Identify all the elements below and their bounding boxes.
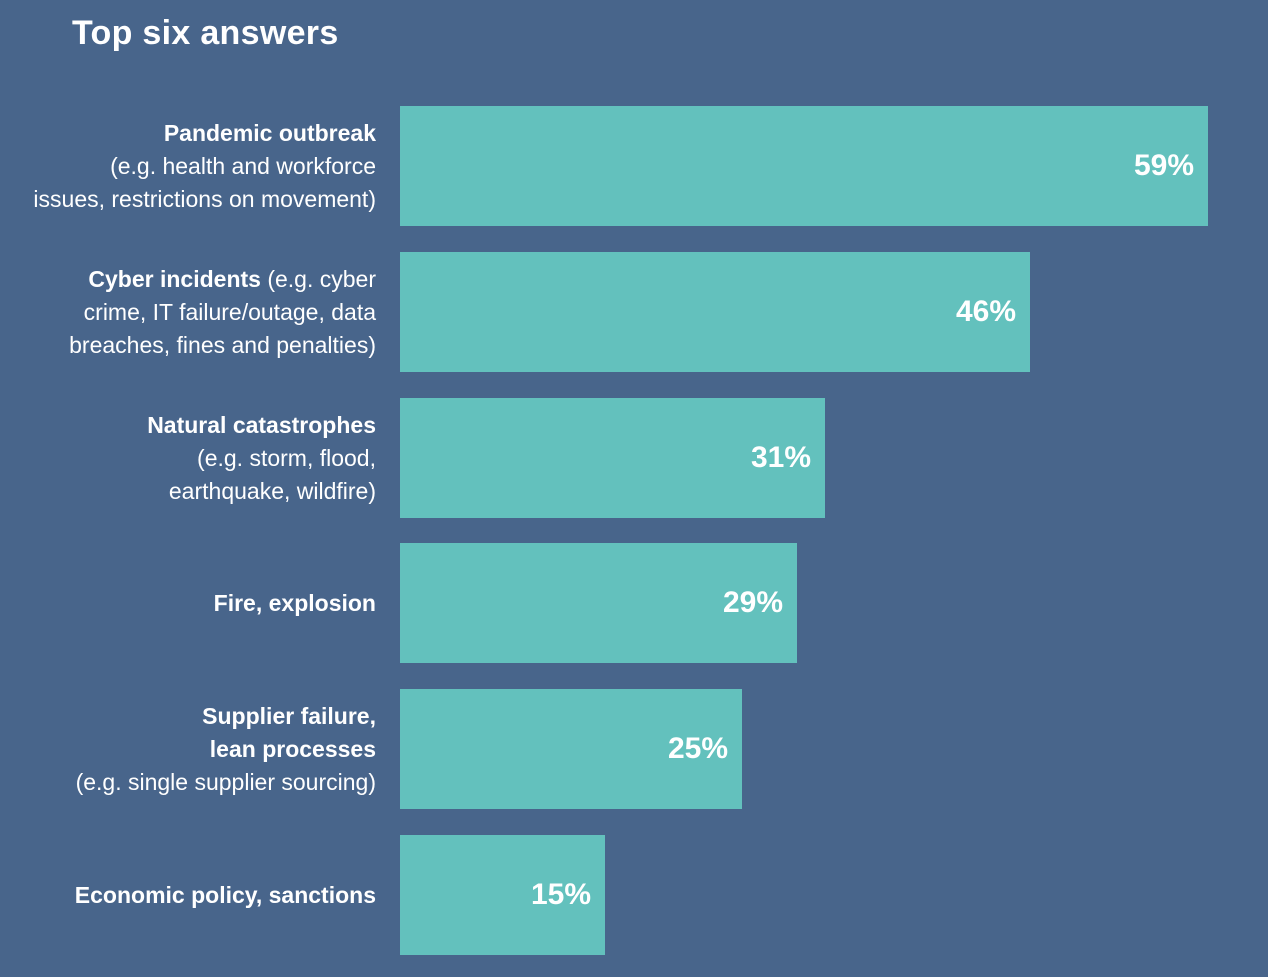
category-label-line: lean processes — [16, 733, 376, 766]
category-label-line: Natural catastrophes — [16, 409, 376, 442]
category-label-line: Cyber incidents (e.g. cyber — [16, 263, 376, 296]
category-label-text: earthquake, wildfire) — [168, 477, 376, 504]
category-label-text: Fire, explosion — [213, 589, 376, 616]
category-label-line: breaches, fines and penalties) — [16, 329, 376, 362]
category-label-text: Natural catastrophes — [147, 411, 376, 438]
category-label: Supplier failure, lean processes (e.g. sin… — [16, 689, 376, 809]
bar-value-label: 29% — [722, 586, 783, 619]
category-label: Fire, explosion — [16, 543, 376, 663]
category-label-text: crime, IT failure/outage, data — [83, 298, 376, 325]
category-label: Natural catastrophes (e.g. storm, flood, e… — [16, 398, 376, 518]
category-label: Pandemic outbreak (e.g. health and workfo… — [16, 106, 376, 226]
category-label-text: issues, restrictions on movement) — [33, 185, 376, 212]
category-label-line: (e.g. storm, flood, — [16, 442, 376, 475]
bar-value-label: 25% — [667, 732, 728, 765]
category-label-text: Pandemic outbreak — [163, 119, 376, 146]
bar: 31% — [400, 398, 825, 518]
category-label-line: crime, IT failure/outage, data — [16, 296, 376, 329]
category-label-line: (e.g. single supplier sourcing) — [16, 766, 376, 799]
category-label-text: Cyber incidents — [88, 265, 261, 292]
bar: 59% — [400, 106, 1208, 226]
category-label-text: Economic policy, sanctions — [74, 881, 376, 908]
bar-value-label: 46% — [955, 295, 1016, 328]
bar-value-label: 15% — [530, 878, 591, 911]
category-label-text: (e.g. storm, flood, — [197, 444, 376, 471]
category-label-text: (e.g. single supplier sourcing) — [75, 768, 376, 795]
bar: 15% — [400, 835, 605, 955]
category-label-text: (e.g. health and workforce — [110, 152, 376, 179]
category-label-line: earthquake, wildfire) — [16, 475, 376, 508]
bar: 29% — [400, 543, 797, 663]
category-label-suffix: (e.g. cyber — [260, 265, 376, 292]
category-label-text: breaches, fines and penalties) — [69, 331, 376, 358]
bar: 46% — [400, 252, 1030, 372]
category-label-line: Pandemic outbreak — [16, 117, 376, 150]
category-label: Cyber incidents (e.g. cyber crime, IT fai… — [16, 252, 376, 372]
bar: 25% — [400, 689, 742, 809]
chart-title: Top six answers — [72, 14, 339, 52]
category-label-line: Fire, explosion — [16, 587, 376, 620]
category-label-line: Supplier failure, — [16, 700, 376, 733]
bar-value-label: 59% — [1133, 149, 1194, 182]
category-label-text: Supplier failure, — [202, 702, 376, 729]
category-label-line: (e.g. health and workforce — [16, 150, 376, 183]
category-label: Economic policy, sanctions — [16, 835, 376, 955]
category-label-text: lean processes — [209, 735, 376, 762]
category-label-line: Economic policy, sanctions — [16, 879, 376, 912]
bar-value-label: 31% — [750, 441, 811, 474]
category-label-line: issues, restrictions on movement) — [16, 183, 376, 216]
